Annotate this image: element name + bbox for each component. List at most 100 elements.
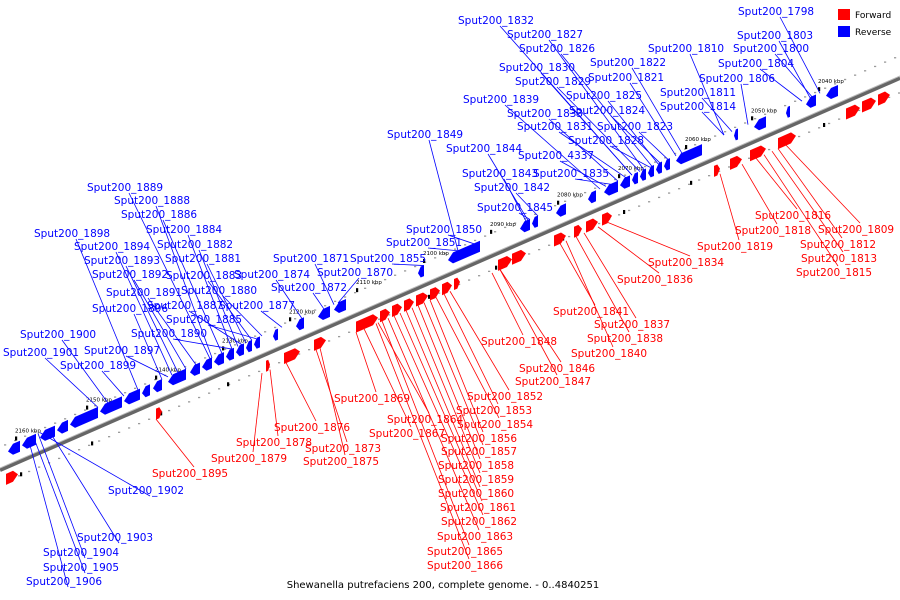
upper-minor-tick: [464, 244, 467, 246]
lower-minor-tick: [898, 92, 900, 94]
gene-arrows-layer: [6, 85, 890, 485]
forward-gene-arrow: [512, 249, 526, 265]
leader-line: [188, 310, 243, 346]
leader-line: [491, 272, 524, 336]
lower-major-tick: [91, 441, 94, 446]
upper-minor-tick: [14, 439, 17, 442]
upper-minor-tick: [54, 422, 57, 424]
lower-minor-tick: [138, 422, 141, 425]
forward-gene-label: Sput200_1861: [440, 502, 516, 514]
reverse-gene-label: Sput200_1821: [588, 72, 664, 84]
lower-minor-tick: [198, 396, 201, 399]
leader-line: [499, 25, 633, 176]
tick-label: 2110 kbp: [356, 280, 382, 286]
lower-minor-tick: [128, 427, 131, 429]
leader-line: [27, 437, 69, 588]
forward-gene-arrow: [574, 224, 582, 238]
upper-minor-tick: [784, 104, 787, 107]
leader-line: [417, 305, 481, 460]
lower-minor-tick: [58, 457, 61, 460]
forward-gene-label: Sput200_1853: [456, 405, 532, 417]
upper-minor-tick: [34, 431, 37, 433]
leader-line: [556, 86, 641, 172]
forward-gene-arrow: [778, 132, 796, 150]
lower-minor-tick: [698, 179, 701, 181]
lower-minor-tick: [208, 392, 211, 394]
lower-minor-tick: [278, 362, 281, 364]
leader-line: [631, 67, 683, 154]
leader-line: [133, 279, 187, 370]
forward-gene-label: Sput200_1847: [515, 376, 591, 388]
forward-gene-arrow: [554, 232, 566, 247]
reverse-gene-arrow: [100, 396, 122, 415]
reverse-gene-label: Sput200_1798: [738, 6, 814, 18]
lower-minor-tick: [648, 201, 651, 203]
lower-minor-tick: [668, 192, 671, 194]
upper-minor-tick: [754, 118, 757, 120]
reverse-gene-arrow: [8, 440, 20, 455]
upper-minor-tick: [554, 205, 557, 207]
reverse-gene-arrow: [296, 317, 304, 331]
leader-line: [405, 310, 481, 488]
lower-minor-tick: [708, 175, 711, 177]
lower-minor-tick: [688, 183, 691, 186]
reverse-gene-label: Sput200_1906: [26, 576, 102, 588]
upper-minor-tick: [884, 61, 887, 63]
forward-gene-label: Sput200_1865: [427, 546, 503, 558]
leader-line: [719, 173, 740, 241]
lower-minor-tick: [18, 475, 21, 477]
forward-gene-arrow: [730, 155, 742, 170]
upper-minor-tick: [364, 287, 367, 289]
forward-gene-arrow: [356, 314, 378, 333]
lower-minor-tick: [468, 279, 471, 281]
leader-line: [125, 355, 169, 378]
leader-line: [558, 131, 627, 179]
tick-label: 2150 kbp: [86, 398, 112, 404]
lower-minor-tick: [618, 214, 621, 216]
tick-label: 2090 kbp: [490, 222, 516, 228]
upper-minor-tick: [294, 318, 297, 320]
forward-gene-arrow: [586, 218, 598, 233]
reverse-gene-label: Sput200_1833: [507, 108, 583, 120]
leader-line: [785, 144, 861, 224]
leader-line: [207, 280, 253, 341]
reverse-gene-label: Sput200_1888: [114, 195, 190, 207]
reverse-gene-label: Sput200_1894: [74, 241, 150, 253]
reverse-gene-arrow: [254, 336, 260, 349]
forward-gene-arrow: [878, 91, 890, 106]
reverse-gene-label: Sput200_1830: [499, 62, 575, 74]
leader-line: [435, 297, 500, 419]
lower-minor-tick: [28, 470, 31, 473]
reverse-gene-label: Sput200_1839: [463, 94, 539, 106]
lower-minor-tick: [308, 349, 311, 351]
leader-line: [61, 339, 109, 404]
upper-minor-tick: [824, 87, 827, 89]
forward-gene-label: Sput200_1856: [441, 433, 517, 445]
leader-line: [759, 68, 803, 102]
upper-major-tick: [423, 258, 426, 263]
legend-reverse-swatch: [838, 26, 850, 37]
leader-line: [741, 164, 778, 225]
upper-minor-tick: [44, 426, 47, 429]
upper-minor-tick: [84, 409, 87, 411]
leader-line: [101, 370, 125, 397]
upper-minor-tick: [574, 196, 577, 198]
reverse-gene-label: Sput200_1823: [597, 121, 673, 133]
reverse-gene-label: Sput200_1900: [20, 329, 96, 341]
leader-line: [583, 232, 637, 319]
reverse-gene-arrow: [236, 343, 244, 357]
tick-label: 2140 kbp: [155, 368, 181, 374]
reverse-gene-arrow: [632, 172, 638, 185]
lower-minor-tick: [828, 122, 831, 125]
reverse-gene-arrow: [40, 425, 55, 441]
leader-line: [777, 148, 843, 239]
upper-minor-tick: [624, 174, 627, 176]
lower-minor-tick: [658, 196, 661, 199]
forward-gene-label: Sput200_1869: [334, 393, 410, 405]
reverse-gene-label: Sput200_1877: [219, 300, 295, 312]
lower-minor-tick: [438, 292, 441, 294]
reverse-gene-arrow: [532, 215, 538, 228]
leader-line: [607, 100, 659, 165]
lower-minor-tick: [678, 188, 681, 190]
forward-gene-label: Sput200_1857: [441, 446, 517, 458]
